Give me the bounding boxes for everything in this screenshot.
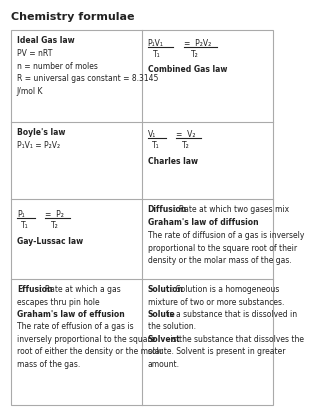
Text: =  V₂: = V₂: [176, 130, 196, 139]
Text: Chemistry formulae: Chemistry formulae: [11, 12, 135, 22]
Text: T₂: T₂: [51, 221, 59, 230]
Text: Solute: Solute: [148, 309, 175, 318]
Text: proportional to the square root of their: proportional to the square root of their: [148, 243, 297, 252]
Text: density or the molar mass of the gas.: density or the molar mass of the gas.: [148, 255, 292, 264]
Text: the solution.: the solution.: [148, 322, 196, 331]
Text: amount.: amount.: [148, 359, 180, 368]
Text: R = universal gas constant = 8.3145: R = universal gas constant = 8.3145: [17, 74, 158, 83]
Text: root of either the density or the molar: root of either the density or the molar: [17, 347, 163, 356]
Text: =  P₂V₂: = P₂V₂: [184, 38, 212, 47]
Text: n = number of moles: n = number of moles: [17, 62, 98, 71]
Text: T₁: T₁: [153, 50, 161, 59]
Text: Boyle's law: Boyle's law: [17, 128, 65, 136]
Text: Gay-Lussac law: Gay-Lussac law: [17, 236, 83, 245]
Text: solute. Solvent is present in greater: solute. Solvent is present in greater: [148, 347, 285, 356]
Text: Solution: Solution: [148, 285, 184, 294]
Text: mass of the gas.: mass of the gas.: [17, 359, 80, 368]
Text: P₁V₁: P₁V₁: [148, 38, 164, 47]
Text: is a substance that is dissolved in: is a substance that is dissolved in: [165, 309, 298, 318]
Text: P₁: P₁: [17, 209, 25, 218]
Text: J/mol K: J/mol K: [17, 86, 44, 95]
Text: =  P₂: = P₂: [45, 209, 64, 218]
Text: Charles law: Charles law: [148, 157, 198, 166]
Text: V₁: V₁: [148, 130, 156, 139]
Text: Graham's law of effusion: Graham's law of effusion: [17, 309, 124, 318]
Text: T₂: T₂: [191, 50, 199, 59]
Text: T₁: T₁: [21, 221, 29, 230]
Text: mixture of two or more substances.: mixture of two or more substances.: [148, 297, 284, 306]
Text: inversely proportional to the square: inversely proportional to the square: [17, 334, 155, 343]
Text: : Solution is a homogeneous: : Solution is a homogeneous: [171, 285, 279, 294]
Text: : Rate at which two gases mix: : Rate at which two gases mix: [174, 204, 290, 213]
Text: escapes thru pin hole: escapes thru pin hole: [17, 297, 100, 306]
Text: Graham's law of diffusion: Graham's law of diffusion: [148, 217, 258, 226]
Text: Combined Gas law: Combined Gas law: [148, 65, 227, 74]
Text: The rate of effusion of a gas is: The rate of effusion of a gas is: [17, 322, 133, 331]
Text: P₁V₁ = P₂V₂: P₁V₁ = P₂V₂: [17, 141, 60, 150]
Text: is the substance that dissolves the: is the substance that dissolves the: [168, 334, 304, 343]
Text: T₁: T₁: [152, 141, 160, 150]
Text: : Rate at which a gas: : Rate at which a gas: [40, 285, 121, 294]
Text: Ideal Gas law: Ideal Gas law: [17, 36, 75, 45]
Text: Diffusion: Diffusion: [148, 204, 187, 213]
Text: Solvent: Solvent: [148, 334, 180, 343]
Text: T₂: T₂: [181, 141, 189, 150]
Text: The rate of diffusion of a gas is inversely: The rate of diffusion of a gas is invers…: [148, 230, 304, 240]
Text: Effusion: Effusion: [17, 285, 52, 294]
Text: PV = nRT: PV = nRT: [17, 49, 52, 58]
